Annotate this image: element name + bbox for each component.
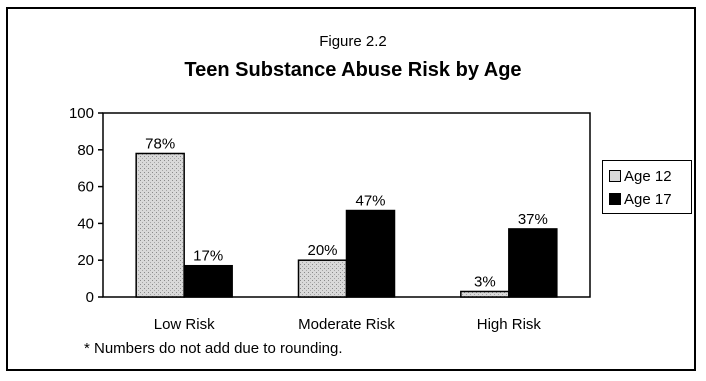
legend-label-age-12: Age 12 [624, 168, 672, 185]
y-tick-label: 40 [77, 215, 94, 232]
footnote: * Numbers do not add due to rounding. [84, 340, 343, 357]
bar-age-17 [345, 209, 396, 298]
legend-swatch-age-17 [609, 193, 621, 205]
chart-frame [6, 7, 696, 371]
bar-age-12 [135, 152, 185, 298]
legend-item-age-17: Age 17 [609, 191, 672, 208]
chart-title: Teen Substance Abuse Risk by Age [184, 59, 522, 81]
bar-age-12 [460, 290, 510, 298]
legend-item-age-12: Age 12 [609, 168, 672, 185]
legend-swatch-age-12 [609, 170, 621, 182]
bar-age-17 [508, 228, 558, 298]
y-tick-label: 0 [86, 289, 94, 306]
x-tick-label: High Risk [477, 316, 542, 333]
data-label: 37% [518, 211, 548, 228]
bar-age-17 [183, 264, 233, 298]
x-tick-label: Moderate Risk [298, 316, 395, 333]
x-tick-label: Low Risk [154, 316, 215, 333]
data-label: 78% [145, 135, 175, 152]
data-label: 20% [307, 242, 337, 259]
legend-label-age-17: Age 17 [624, 191, 672, 208]
data-label: 3% [474, 273, 496, 290]
figure-label: Figure 2.2 [319, 33, 387, 50]
y-tick-label: 80 [77, 142, 94, 159]
data-label: 17% [193, 248, 223, 265]
y-tick-label: 60 [77, 179, 94, 196]
y-tick-label: 100 [69, 105, 94, 122]
y-tick-label: 20 [77, 252, 94, 269]
legend: Age 12 Age 17 [602, 160, 692, 214]
data-label: 47% [355, 193, 385, 210]
bar-age-12 [297, 259, 348, 298]
